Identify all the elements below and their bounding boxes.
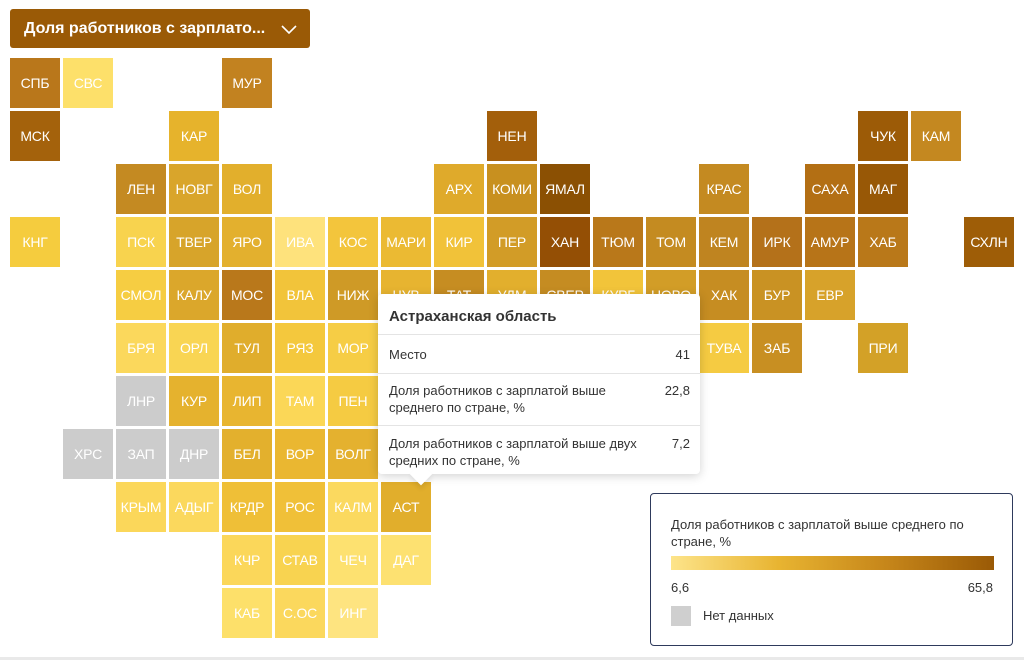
region-tile[interactable]: ТАМ — [275, 376, 325, 426]
region-tile[interactable]: ЯРО — [222, 217, 272, 267]
tooltip-row-label: Место — [389, 346, 659, 363]
region-tooltip: Астраханская область Место 41 Доля работ… — [378, 294, 700, 474]
region-tile[interactable]: КАЛМ — [328, 482, 378, 532]
region-tile[interactable]: МУР — [222, 58, 272, 108]
chevron-down-icon — [280, 20, 298, 38]
tooltip-row-label: Доля работников с зарплатой выше двух ср… — [389, 435, 659, 469]
tooltip-row-value: 7,2 — [672, 435, 690, 452]
legend-gradient-bar — [671, 556, 994, 570]
region-tile[interactable]: СВС — [63, 58, 113, 108]
region-tile[interactable]: ЧУК — [858, 111, 908, 161]
region-tile[interactable]: СПБ — [10, 58, 60, 108]
region-tile[interactable]: АДЫГ — [169, 482, 219, 532]
region-tile[interactable]: ХАН — [540, 217, 590, 267]
region-tile[interactable]: ЛИП — [222, 376, 272, 426]
region-tile[interactable]: КАР — [169, 111, 219, 161]
region-tile[interactable]: ИРК — [752, 217, 802, 267]
region-tile[interactable]: С.ОС — [275, 588, 325, 638]
region-tile[interactable]: СТАВ — [275, 535, 325, 585]
region-tile[interactable]: КАЛУ — [169, 270, 219, 320]
region-tile[interactable]: САХА — [805, 164, 855, 214]
region-tile[interactable]: НЕН — [487, 111, 537, 161]
indicator-dropdown[interactable]: Доля работников с зарплато... — [10, 9, 310, 48]
region-tile[interactable]: СХЛН — [964, 217, 1014, 267]
region-tile[interactable]: КЕМ — [699, 217, 749, 267]
region-tile[interactable]: МАГ — [858, 164, 908, 214]
region-tile[interactable]: ОРЛ — [169, 323, 219, 373]
region-tile[interactable]: НИЖ — [328, 270, 378, 320]
region-tile[interactable]: ЗАП — [116, 429, 166, 479]
region-tile[interactable]: КАБ — [222, 588, 272, 638]
region-tile[interactable]: РЯЗ — [275, 323, 325, 373]
region-tile[interactable]: КЧР — [222, 535, 272, 585]
region-tile[interactable]: РОС — [275, 482, 325, 532]
region-tile[interactable]: ТОМ — [646, 217, 696, 267]
region-tile[interactable]: ХАК — [699, 270, 749, 320]
region-tile[interactable]: КИР — [434, 217, 484, 267]
region-tile[interactable]: ТУЛ — [222, 323, 272, 373]
tooltip-row-rank: Место 41 — [378, 334, 700, 374]
region-tile[interactable]: ПСК — [116, 217, 166, 267]
legend-min-value: 6,6 — [671, 580, 689, 595]
region-tile[interactable]: ТУВА — [699, 323, 749, 373]
region-tile[interactable]: КРДР — [222, 482, 272, 532]
region-tile[interactable]: ХАБ — [858, 217, 908, 267]
region-tile[interactable]: КРАС — [699, 164, 749, 214]
region-tile[interactable]: КУР — [169, 376, 219, 426]
region-tile[interactable]: ЯМАЛ — [540, 164, 590, 214]
region-tile[interactable]: ВОЛ — [222, 164, 272, 214]
tooltip-title: Астраханская область — [389, 308, 557, 325]
tooltip-row-value: 22,8 — [665, 382, 690, 399]
region-tile[interactable]: ХРС — [63, 429, 113, 479]
region-tile[interactable]: ВОЛГ — [328, 429, 378, 479]
color-legend: Доля работников с зарплатой выше среднег… — [650, 493, 1013, 646]
region-tile[interactable]: ЧЕЧ — [328, 535, 378, 585]
tooltip-row-value: 41 — [676, 346, 690, 363]
region-tile[interactable]: МАРИ — [381, 217, 431, 267]
region-tile[interactable]: ТЮМ — [593, 217, 643, 267]
region-tile[interactable]: ЕВР — [805, 270, 855, 320]
region-tile[interactable]: НОВГ — [169, 164, 219, 214]
region-tile[interactable]: ЛНР — [116, 376, 166, 426]
indicator-dropdown-label: Доля работников с зарплато... — [24, 20, 265, 38]
region-tile[interactable]: КАМ — [911, 111, 961, 161]
region-tile[interactable]: КРЫМ — [116, 482, 166, 532]
tooltip-row-above-two-avg: Доля работников с зарплатой выше двух ср… — [378, 425, 700, 475]
region-tile[interactable]: АРХ — [434, 164, 484, 214]
tooltip-row-label: Доля работников с зарплатой выше среднег… — [389, 382, 659, 416]
region-tile[interactable]: БРЯ — [116, 323, 166, 373]
no-data-swatch — [671, 606, 691, 626]
region-tile[interactable]: МОС — [222, 270, 272, 320]
region-tile[interactable]: ЗАБ — [752, 323, 802, 373]
region-tile[interactable]: АСТ — [381, 482, 431, 532]
region-tile[interactable]: БУР — [752, 270, 802, 320]
region-tile[interactable]: КНГ — [10, 217, 60, 267]
region-tile[interactable]: КОС — [328, 217, 378, 267]
region-tile[interactable]: ИВА — [275, 217, 325, 267]
tooltip-row-above-avg: Доля работников с зарплатой выше среднег… — [378, 373, 700, 426]
region-tile[interactable]: МСК — [10, 111, 60, 161]
region-tile[interactable]: БЕЛ — [222, 429, 272, 479]
region-tile[interactable]: ТВЕР — [169, 217, 219, 267]
no-data-label: Нет данных — [703, 608, 774, 623]
region-tile[interactable]: ВЛА — [275, 270, 325, 320]
region-tile[interactable]: ДНР — [169, 429, 219, 479]
region-tile[interactable]: ДАГ — [381, 535, 431, 585]
region-tile[interactable]: КОМИ — [487, 164, 537, 214]
region-tile[interactable]: ПРИ — [858, 323, 908, 373]
region-tile[interactable]: ИНГ — [328, 588, 378, 638]
region-tile[interactable]: ПЕН — [328, 376, 378, 426]
region-tile[interactable]: СМОЛ — [116, 270, 166, 320]
region-tile[interactable]: МОР — [328, 323, 378, 373]
legend-title: Доля работников с зарплатой выше среднег… — [671, 516, 1001, 550]
region-tile[interactable]: ВОР — [275, 429, 325, 479]
legend-max-value: 65,8 — [968, 580, 993, 595]
region-tile[interactable]: ПЕР — [487, 217, 537, 267]
region-tile[interactable]: ЛЕН — [116, 164, 166, 214]
region-tile[interactable]: АМУР — [805, 217, 855, 267]
